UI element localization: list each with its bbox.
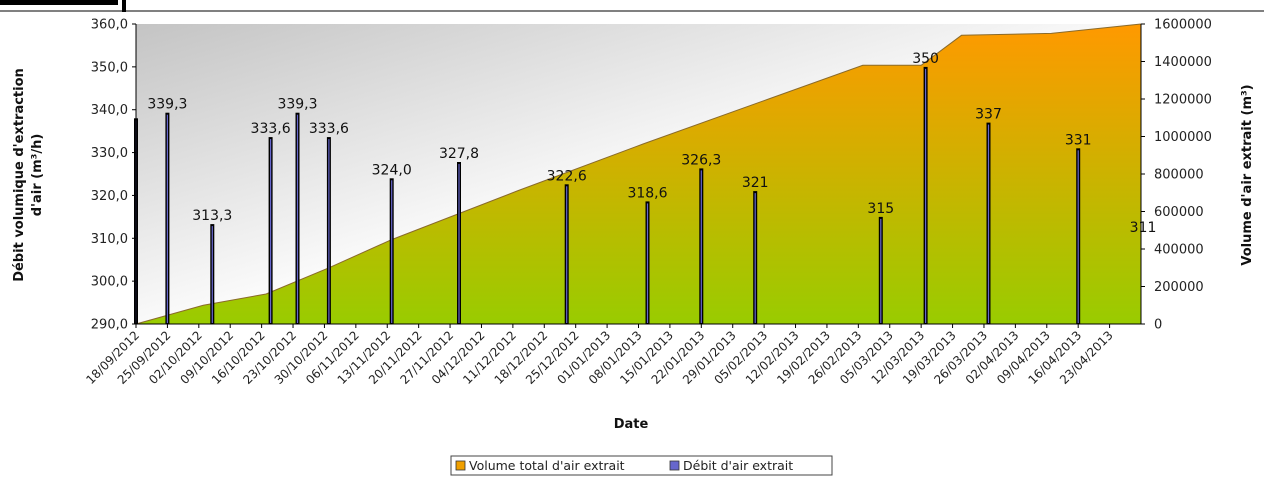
header-logo-fragment [0,0,118,5]
data-label-debit: 321 [742,175,769,191]
legend-box [450,455,833,476]
bar-debit-highlight [211,226,213,323]
y-left-axis-title-line1: Débit volumique d'extraction [12,68,27,282]
top-rule [0,0,1264,12]
area-line-volume [135,23,1142,325]
left-tick-label: 350,0 [91,60,128,75]
data-label-debit: 333,6 [251,121,291,137]
data-label-debit: 327,8 [439,146,479,162]
bar-debit-highlight [270,139,272,323]
right-tick-label: 1000000 [1154,130,1212,145]
left-tick-label: 300,0 [91,275,128,290]
header-logo-fragment-2 [122,0,126,12]
data-label-debit: 313,3 [192,208,232,224]
data-label-debit: 350 [912,51,939,67]
right-tick-label: 800000 [1154,168,1204,183]
right-tick-label: 0 [1154,318,1162,333]
data-label-debit: 339,3 [147,97,187,113]
x-axis-title: Date [614,417,649,432]
bar-debit-highlight [700,170,702,323]
right-y-ticks: 0 200000 400000 600000 800000 1000000 1200000 1… [1141,18,1212,333]
bar-debit-highlight [296,114,299,323]
data-label-debit: 318,6 [627,185,667,201]
bar-debit-highlight [880,218,882,323]
bar-series [134,66,1081,325]
left-tick-label: 290,0 [91,318,128,333]
data-label-debit: 315 [867,201,894,217]
x-ticks: 18/09/201225/09/201202/10/201209/10/2012… [83,324,1116,387]
bar-debit-highlight [166,114,168,323]
right-tick-label: 200000 [1154,280,1204,295]
data-label-debit: 339,3 [277,97,317,113]
legend-swatch-volume [455,460,466,471]
right-tick-label: 1200000 [1154,93,1212,108]
bar-debit-highlight [566,186,568,323]
left-tick-label: 310,0 [91,232,128,247]
left-tick-label: 340,0 [91,103,128,118]
right-tick-label: 600000 [1154,205,1204,220]
right-tick-label: 1400000 [1154,55,1212,70]
right-tick-label: 400000 [1154,243,1204,258]
data-label-debit: 337 [975,107,1002,123]
bar-debit-highlight [1077,150,1079,323]
bar-debit-highlight [754,193,756,323]
bar-debit-highlight [328,139,330,323]
data-label-debit: 326,3 [681,152,721,168]
left-tick-label: 330,0 [91,146,128,161]
legend-swatch-debit [669,460,680,471]
data-label-extra: 311 [1130,220,1157,236]
bar-debit-highlight [458,164,460,323]
bar-debit-highlight [925,68,927,324]
data-label-debit: 331 [1065,132,1092,148]
left-tick-label: 320,0 [91,189,128,204]
area-series [135,23,1142,325]
data-labels: 339,3 313,3 333,6 339,3 333,6 324,0 327,8 322,6… [147,51,1156,236]
left-tick-label: 360,0 [91,18,128,33]
data-label-debit: 333,6 [309,121,349,137]
legend-label-debit: Débit d'air extrait [683,458,793,473]
y-left-axis-title-line2: d'air (m³/h) [30,134,45,217]
area-fill-volume [136,24,1141,324]
bar-debit-highlight [391,180,393,323]
legend: Volume total d'air extrait Débit d'air e… [450,455,833,476]
y-right-axis-title: Volume d'air extrait (m³) [1240,84,1255,265]
bar-debit-highlight [987,124,990,323]
left-y-ticks: 290,0 300,0 310,0 320,0 330,0 340,0 350,0 360,0 [91,18,136,333]
right-tick-label: 1600000 [1154,18,1212,33]
data-label-debit: 322,6 [547,168,587,184]
data-label-debit: 324,0 [372,162,412,178]
legend-label-volume: Volume total d'air extrait [469,458,625,473]
bar-debit-highlight [646,203,649,323]
